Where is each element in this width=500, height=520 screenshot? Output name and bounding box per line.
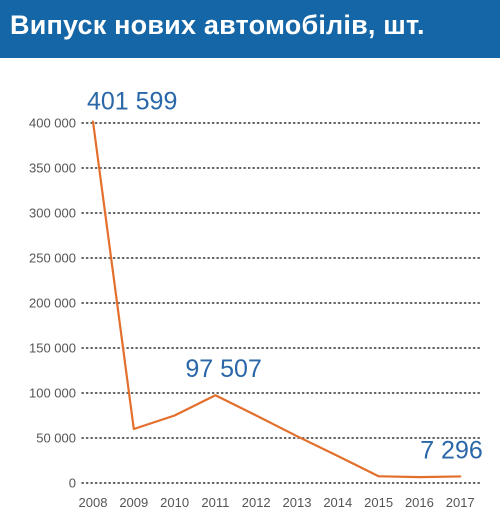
y-tick-label: 150 000 bbox=[29, 341, 76, 356]
y-tick-label: 400 000 bbox=[29, 116, 76, 131]
x-tick-label: 2011 bbox=[201, 495, 229, 510]
x-tick-label: 2014 bbox=[323, 495, 352, 510]
y-tick-label: 350 000 bbox=[29, 161, 76, 176]
x-tick-label: 2015 bbox=[364, 495, 393, 510]
y-tick-label: 50 000 bbox=[36, 431, 76, 446]
title-bar: Випуск нових автомобілів, шт. bbox=[0, 0, 500, 58]
y-tick-label: 0 bbox=[69, 476, 76, 491]
series-line bbox=[91, 120, 462, 479]
x-tick-label: 2009 bbox=[119, 495, 148, 510]
x-tick-label: 2016 bbox=[405, 495, 434, 510]
x-tick-label: 2017 bbox=[446, 495, 475, 510]
data-label: 7 296 bbox=[420, 436, 483, 464]
data-label: 97 507 bbox=[185, 355, 261, 383]
x-tick-label: 2008 bbox=[79, 495, 108, 510]
y-axis-ticks: 0 50 000 100 000 150 000 200 000 250 000 300 0… bbox=[29, 116, 76, 491]
x-axis-ticks: 2008 2009 2010 2011 2012 2013 2014 2015 2016 2017 bbox=[79, 495, 475, 510]
data-labels: 401 599 97 507 7 296 bbox=[87, 88, 483, 465]
x-tick-label: 2012 bbox=[242, 495, 271, 510]
x-tick-label: 2013 bbox=[283, 495, 312, 510]
y-tick-label: 300 000 bbox=[29, 206, 76, 221]
data-label: 401 599 bbox=[87, 88, 177, 116]
y-tick-label: 250 000 bbox=[29, 251, 76, 266]
y-tick-label: 200 000 bbox=[29, 296, 76, 311]
gridlines bbox=[81, 122, 481, 484]
series-layer bbox=[91, 120, 462, 479]
y-tick-label: 100 000 bbox=[29, 386, 76, 401]
chart-title: Випуск нових автомобілів, шт. bbox=[10, 10, 425, 40]
x-tick-label: 2010 bbox=[160, 495, 189, 510]
